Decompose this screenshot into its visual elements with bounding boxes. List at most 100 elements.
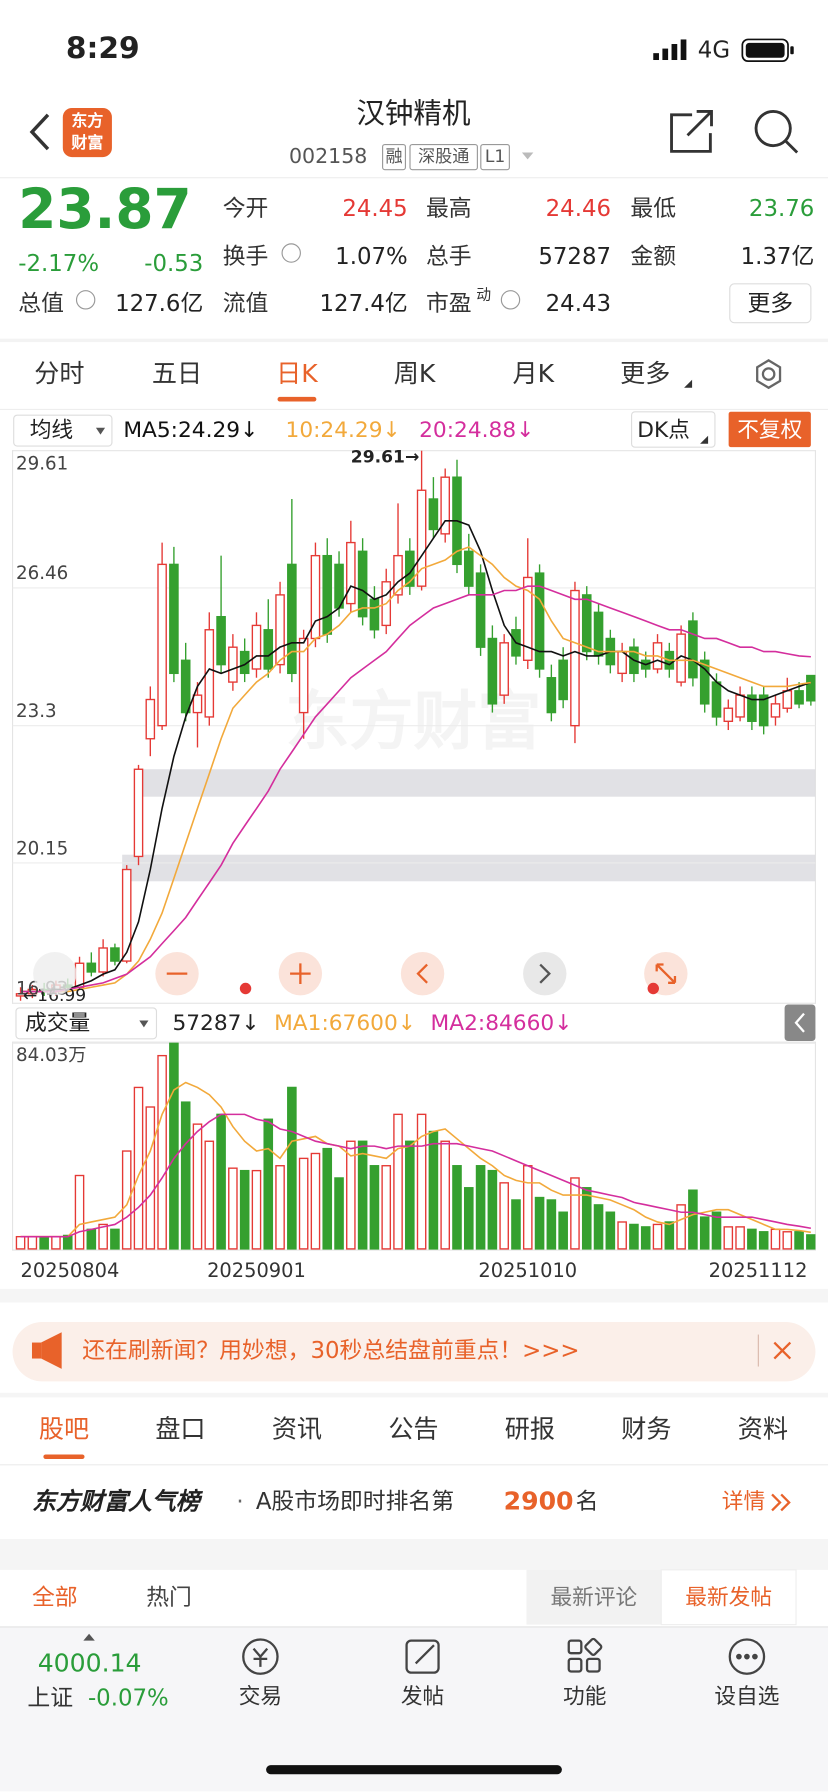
collapse-button[interactable] (784, 1004, 816, 1042)
volume-bar (546, 1199, 557, 1250)
section-tab[interactable]: 资料 (738, 1414, 788, 1443)
corner-arrow (700, 435, 709, 444)
candle-body (522, 576, 533, 661)
candle-body (393, 554, 403, 596)
period-tab[interactable]: 日K (276, 359, 318, 388)
volume-bar (452, 1165, 462, 1250)
rank-detail[interactable]: 详情 (722, 1489, 765, 1514)
volume-bar (298, 1157, 309, 1250)
volume-bar (581, 1187, 592, 1250)
megaphone-icon (31, 1332, 62, 1369)
ma-label: MA2:84660↓ (431, 1011, 573, 1036)
logo-text: 东方 (71, 111, 103, 130)
dropdown-arrow (139, 1020, 149, 1028)
ma-label: MA1:67600↓ (274, 1011, 416, 1036)
nav-label[interactable]: 功能 (563, 1685, 606, 1710)
volume-bar (251, 1169, 262, 1250)
volume-bar (676, 1204, 686, 1250)
scroll-left-button[interactable] (400, 951, 445, 996)
volume-bar (440, 1140, 450, 1250)
period-tab[interactable]: 五日 (152, 359, 202, 388)
zoom-controls (33, 951, 688, 996)
field-value: 24.46 (546, 196, 611, 222)
annotation: 29.61→ (351, 447, 420, 467)
candle-body (121, 868, 132, 962)
volume-bar (723, 1226, 734, 1250)
icon (290, 963, 311, 984)
back-button[interactable] (29, 113, 50, 151)
indicator-name: 均线 (30, 418, 73, 443)
index-value[interactable]: 4000.14 (38, 1649, 142, 1678)
section-tab[interactable]: 盘口 (155, 1414, 205, 1443)
candle-body (180, 659, 191, 714)
indicator-selector[interactable] (13, 414, 113, 447)
ma-label: MA5:24.29↓ (123, 418, 258, 443)
banner[interactable] (12, 1321, 816, 1382)
volume-bar (357, 1140, 368, 1250)
candle-body (204, 629, 215, 718)
divider (0, 338, 828, 343)
section-tab[interactable]: 财务 (621, 1414, 671, 1443)
volume-bar (322, 1147, 333, 1250)
section-tab[interactable]: 公告 (388, 1414, 438, 1443)
more-button[interactable] (729, 283, 812, 324)
candle-body (275, 594, 285, 666)
volume-bar (758, 1231, 769, 1250)
filter-tab[interactable]: 全部 (32, 1585, 78, 1611)
period-tab[interactable]: 周K (394, 359, 436, 388)
volume-selector[interactable] (15, 1007, 158, 1040)
volume-bar (145, 1106, 156, 1250)
ma-line (20, 1081, 811, 1238)
section-tab[interactable]: 研报 (505, 1414, 555, 1443)
candle-body (251, 624, 262, 670)
candle-body (758, 694, 769, 727)
candle-body (98, 947, 108, 973)
adjust-button[interactable] (728, 411, 811, 448)
volume-bar (381, 1165, 392, 1250)
icon (794, 1012, 805, 1033)
volume-bar (747, 1228, 757, 1250)
field-label: 金额 (630, 244, 676, 270)
close-button[interactable] (773, 1341, 792, 1360)
sort-option[interactable] (660, 1569, 797, 1626)
volume-bar (110, 1228, 120, 1250)
search-button[interactable] (754, 109, 799, 154)
y-tick-label: 26.46 (16, 563, 68, 584)
volume-bar (204, 1140, 215, 1250)
candle-body (298, 637, 309, 714)
volume-bar (263, 1118, 274, 1250)
candle-body (475, 572, 486, 648)
volume-bar (806, 1234, 816, 1250)
dk-button[interactable] (630, 411, 716, 448)
nav-label[interactable]: 设自选 (714, 1685, 779, 1710)
bottom-bar (0, 1626, 828, 1792)
dot (647, 982, 659, 995)
nav-label[interactable]: 交易 (239, 1685, 282, 1710)
share-button[interactable] (670, 109, 713, 153)
scroll-right-button[interactable] (523, 951, 567, 996)
volume-bar (405, 1140, 415, 1250)
dropdown-arrow[interactable] (521, 152, 534, 160)
section-tab[interactable]: 股吧 (39, 1414, 89, 1443)
adjust-label: 不复权 (737, 418, 802, 443)
price: 23.87 (18, 177, 191, 241)
period-tab[interactable]: 分时 (34, 359, 84, 388)
more-label: 更多 (747, 291, 793, 317)
field-value: 24.45 (342, 196, 407, 222)
section-tab[interactable]: 资讯 (272, 1414, 322, 1443)
tag-box (409, 143, 478, 171)
candle-body (546, 677, 557, 714)
zoom-button[interactable] (33, 951, 77, 996)
volume-bar (688, 1189, 698, 1250)
sort-option[interactable] (526, 1569, 662, 1625)
y-tick-label: 20.15 (16, 838, 68, 859)
volume-bar (62, 1234, 73, 1250)
period-tab[interactable]: 更多 (620, 359, 670, 388)
filter-tab[interactable]: 热门 (146, 1585, 192, 1611)
settings-button[interactable] (756, 359, 782, 390)
period-tab[interactable]: 月K (513, 359, 555, 388)
nav-label[interactable]: 发帖 (401, 1685, 444, 1710)
candle-body (747, 694, 757, 722)
logo[interactable] (62, 107, 112, 158)
volume-bar (15, 1235, 26, 1250)
